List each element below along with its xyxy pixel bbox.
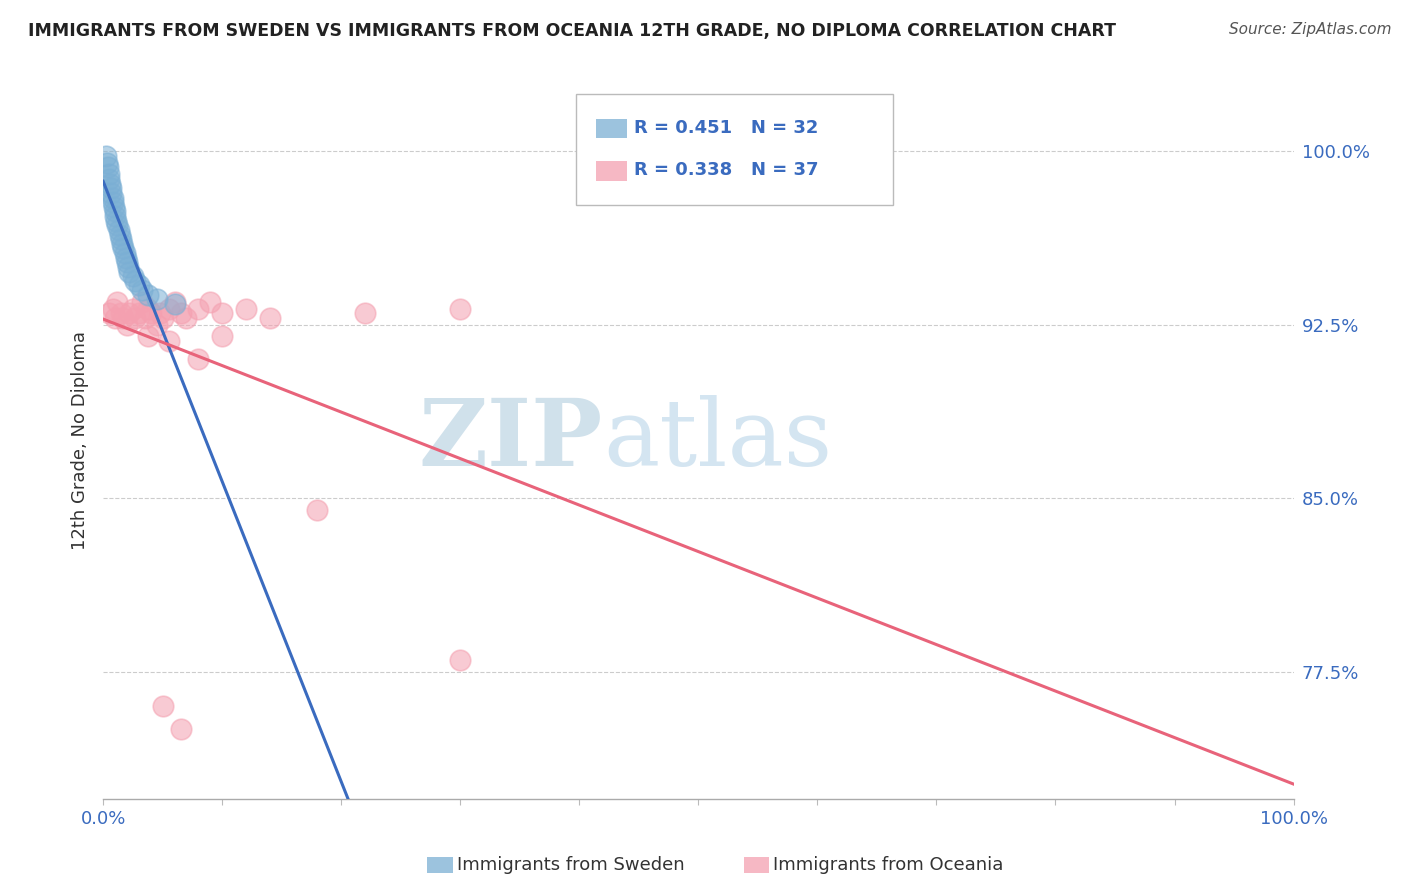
Point bbox=[128, 306, 150, 320]
Point bbox=[110, 232, 132, 246]
Text: IMMIGRANTS FROM SWEDEN VS IMMIGRANTS FROM OCEANIA 12TH GRADE, NO DIPLOMA CORRELA: IMMIGRANTS FROM SWEDEN VS IMMIGRANTS FRO… bbox=[28, 22, 1116, 40]
Point bbox=[163, 297, 186, 311]
Point bbox=[157, 334, 180, 348]
Point bbox=[104, 209, 127, 223]
Point bbox=[107, 219, 129, 233]
Point bbox=[124, 310, 146, 325]
Point bbox=[118, 264, 141, 278]
Point bbox=[138, 329, 160, 343]
Point bbox=[107, 294, 129, 309]
Point bbox=[96, 156, 118, 170]
Point bbox=[114, 251, 136, 265]
Point bbox=[128, 278, 150, 293]
Point bbox=[112, 241, 135, 255]
Point bbox=[131, 294, 153, 309]
Point bbox=[110, 306, 132, 320]
Point bbox=[105, 213, 128, 227]
Point bbox=[108, 227, 131, 242]
Text: Immigrants from Sweden: Immigrants from Sweden bbox=[457, 856, 685, 874]
Point bbox=[97, 161, 120, 175]
Point bbox=[259, 310, 281, 325]
Point bbox=[101, 195, 124, 210]
Point bbox=[104, 204, 127, 219]
Text: Source: ZipAtlas.com: Source: ZipAtlas.com bbox=[1229, 22, 1392, 37]
Point bbox=[157, 301, 180, 316]
Text: ZIP: ZIP bbox=[419, 395, 603, 485]
Point bbox=[131, 283, 153, 297]
Point bbox=[115, 318, 138, 332]
Text: R = 0.338   N = 37: R = 0.338 N = 37 bbox=[634, 161, 818, 179]
Point bbox=[117, 260, 139, 274]
Point bbox=[138, 287, 160, 301]
Point bbox=[138, 301, 160, 316]
Point bbox=[114, 246, 136, 260]
Point bbox=[98, 172, 121, 186]
Point bbox=[187, 352, 209, 367]
Point bbox=[354, 306, 377, 320]
Point bbox=[145, 293, 167, 307]
Point bbox=[115, 255, 138, 269]
Point bbox=[449, 301, 471, 316]
Point bbox=[449, 653, 471, 667]
Point bbox=[176, 310, 198, 325]
Text: R = 0.451   N = 32: R = 0.451 N = 32 bbox=[634, 119, 818, 136]
Point bbox=[98, 177, 121, 191]
Point bbox=[107, 223, 129, 237]
Point bbox=[104, 310, 127, 325]
Point bbox=[103, 200, 125, 214]
Point bbox=[145, 318, 167, 332]
Point bbox=[122, 269, 145, 284]
Point bbox=[163, 294, 186, 309]
Point bbox=[98, 168, 121, 182]
Text: atlas: atlas bbox=[603, 395, 832, 485]
Point bbox=[98, 306, 121, 320]
Point bbox=[124, 274, 146, 288]
Point bbox=[169, 723, 191, 737]
Text: Immigrants from Oceania: Immigrants from Oceania bbox=[773, 856, 1004, 874]
Point bbox=[200, 294, 222, 309]
Point bbox=[111, 236, 134, 251]
Point bbox=[235, 301, 257, 316]
Point bbox=[94, 149, 117, 163]
Point bbox=[100, 186, 122, 200]
Point bbox=[122, 301, 145, 316]
Point bbox=[100, 181, 122, 195]
Point bbox=[211, 329, 233, 343]
Point bbox=[152, 310, 174, 325]
Point bbox=[211, 306, 233, 320]
Y-axis label: 12th Grade, No Diploma: 12th Grade, No Diploma bbox=[72, 331, 89, 549]
Point bbox=[152, 699, 174, 714]
Point bbox=[101, 190, 124, 204]
Point bbox=[169, 306, 191, 320]
Point bbox=[101, 301, 124, 316]
Point bbox=[118, 306, 141, 320]
Point bbox=[187, 301, 209, 316]
Point bbox=[112, 310, 135, 325]
Point bbox=[307, 502, 329, 516]
Point bbox=[149, 306, 172, 320]
Point bbox=[139, 306, 162, 320]
Point bbox=[134, 310, 156, 325]
